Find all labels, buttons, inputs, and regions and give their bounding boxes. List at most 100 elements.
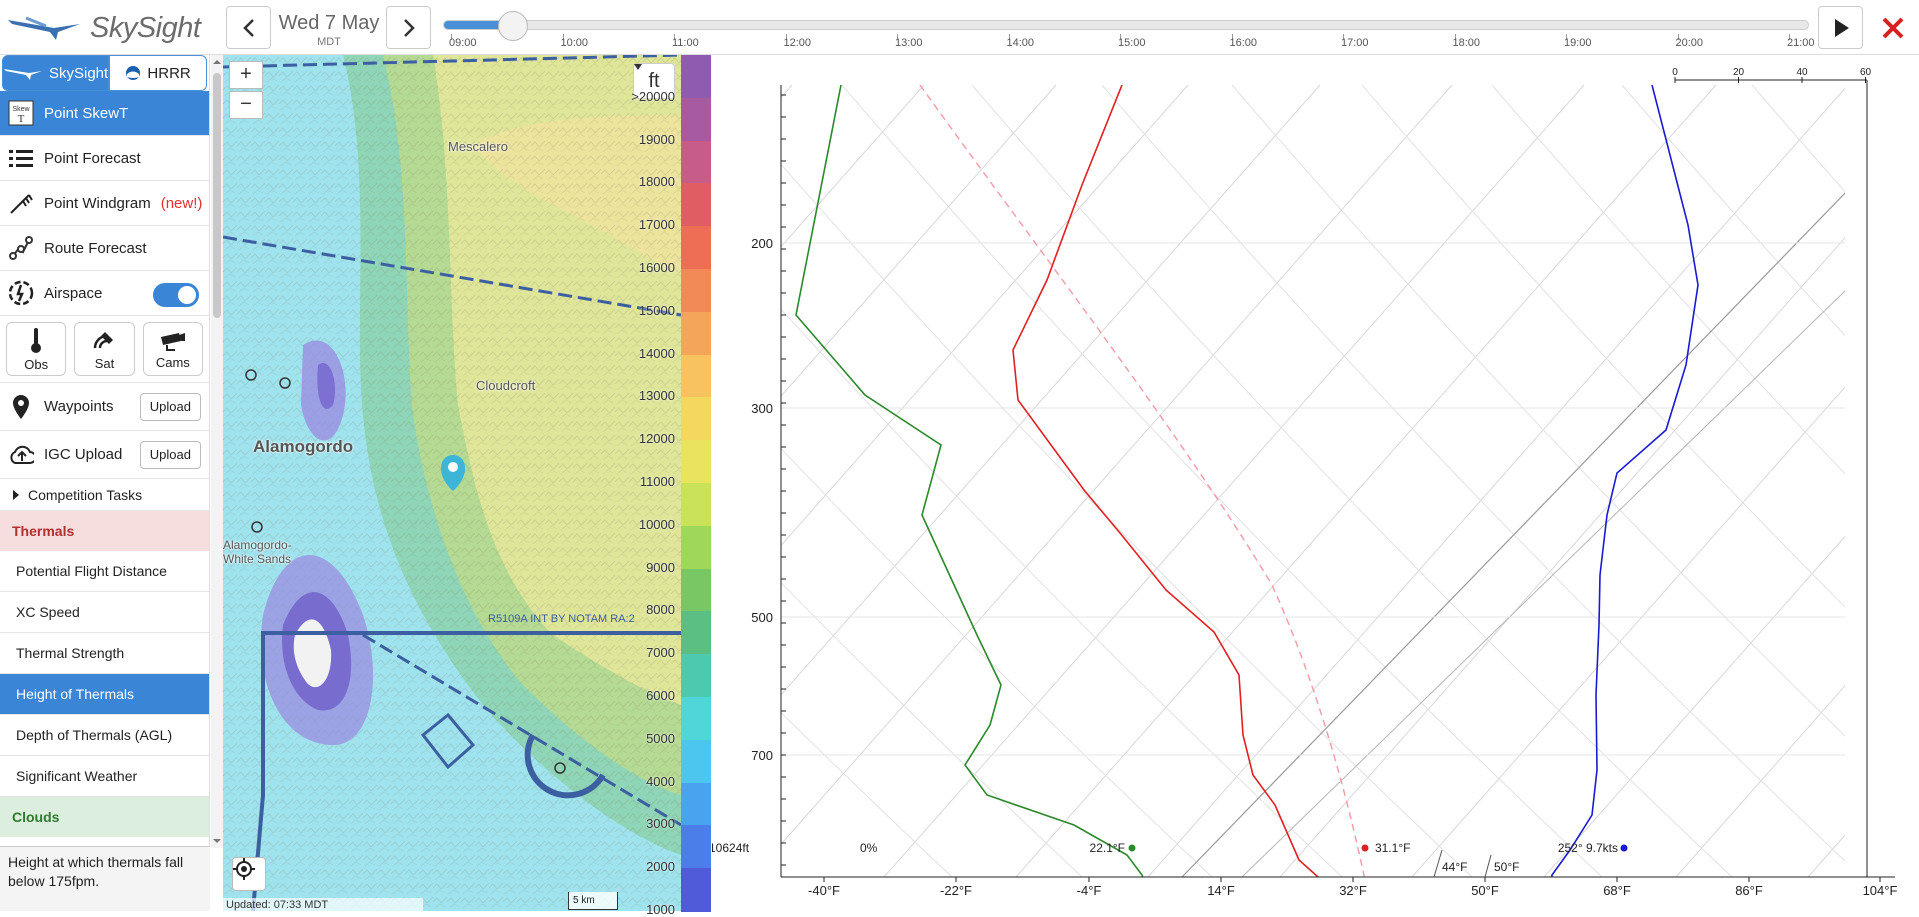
airspace-boundary: [524, 733, 606, 799]
legend-swatch: [681, 654, 711, 698]
legend-label: 2000: [646, 859, 675, 875]
wind-scale-label: 40: [1796, 67, 1808, 78]
wind-barb: [1858, 632, 1862, 640]
adiabat-line: [1101, 85, 1845, 862]
wind-barb: [1858, 787, 1862, 795]
section-clouds[interactable]: Clouds: [0, 797, 209, 837]
sidebar-scrollbar[interactable]: [211, 55, 223, 848]
airspace-boundary: [223, 235, 681, 317]
cloud-upload-icon: [8, 442, 34, 468]
time-tick-label[interactable]: 21:00: [1787, 37, 1815, 49]
layer-item[interactable]: Thermal Strength: [0, 633, 209, 674]
place-label: Alamogordo-: [223, 538, 292, 552]
wind-barb: [1863, 753, 1867, 760]
app-logo[interactable]: SkySight: [6, 6, 221, 50]
airport-marker[interactable]: [279, 377, 291, 389]
cams-button[interactable]: Cams: [142, 322, 203, 376]
units-label: ft: [648, 69, 660, 92]
time-tick-label[interactable]: 13:00: [895, 37, 923, 49]
prev-day-button[interactable]: [226, 6, 271, 49]
zoom-out-button[interactable]: −: [229, 91, 263, 119]
time-tick-label[interactable]: 09:00: [449, 37, 477, 49]
wind-scale-label: 60: [1860, 67, 1872, 78]
sidebar-item-airspace[interactable]: Airspace: [0, 271, 209, 316]
skewt-chart[interactable]: -40°F -22°F -4°F 14°F 32°F 50°F 68°F 86°F 104°F 2…: [709, 55, 1919, 911]
time-slider-track[interactable]: [443, 20, 1809, 30]
airport-marker[interactable]: [251, 521, 263, 533]
map-layers: [223, 55, 681, 911]
t2-label: 50°F: [1494, 860, 1519, 874]
time-tick-label[interactable]: 20:00: [1675, 37, 1704, 49]
model-skysight-button[interactable]: SkySight: [2, 55, 110, 91]
time-slider-handle[interactable]: [498, 11, 529, 41]
legend-swatch: [681, 483, 711, 527]
sidebar-item-waypoints[interactable]: Waypoints Upload: [0, 383, 209, 431]
time-tick-label[interactable]: 16:00: [1229, 37, 1258, 49]
time-tick-label[interactable]: 14:00: [1006, 37, 1035, 49]
airspace-toggle[interactable]: [153, 283, 199, 307]
isotherm-line: [1807, 834, 1845, 877]
cams-label: Cams: [155, 354, 190, 370]
section-thermals[interactable]: Thermals: [0, 511, 209, 551]
glider-icon: [8, 16, 80, 40]
wind-barb: [1863, 820, 1867, 827]
layer-item[interactable]: Depth of Thermals (AGL): [0, 715, 209, 756]
locate-button[interactable]: [232, 857, 266, 891]
time-ticks: 09:00 10:00 11:00 12:00 13:00 14:00 15:00 16:00…: [443, 34, 1815, 54]
freezing-line: [1181, 192, 1845, 877]
scrollbar-thumb[interactable]: [213, 73, 221, 318]
map[interactable]: + − ft Mescalero Cloudcroft Alamogordo A…: [223, 55, 681, 911]
time-slider[interactable]: 09:00 10:00 11:00 12:00 13:00 14:00 15:00 16:00…: [443, 11, 1815, 54]
x-tick-label: -40°F: [808, 883, 840, 898]
units-button[interactable]: ft: [633, 63, 675, 99]
layer-item[interactable]: XC Speed: [0, 592, 209, 633]
time-tick-label[interactable]: 12:00: [783, 37, 812, 49]
time-tick-label[interactable]: 17:00: [1341, 37, 1369, 49]
time-tick-label[interactable]: 18:00: [1452, 37, 1481, 49]
airport-marker[interactable]: [554, 762, 566, 774]
adiabat-line: [781, 308, 1343, 877]
next-day-button[interactable]: [386, 6, 431, 49]
sat-label: Sat: [94, 355, 115, 371]
place-label: Mescalero: [448, 139, 508, 154]
waypoints-upload-button[interactable]: Upload: [139, 393, 201, 421]
model-hrrr-button[interactable]: HRRR: [109, 55, 207, 91]
isotherm-line: [1675, 685, 1845, 877]
map-pin-icon[interactable]: [440, 455, 466, 491]
isotherm-line: [1411, 386, 1845, 877]
wind-barb: [1858, 879, 1862, 887]
sidebar-item-route-forecast[interactable]: Route Forecast: [0, 226, 209, 271]
adiabat-line: [841, 85, 1603, 877]
close-button[interactable]: [1870, 6, 1915, 49]
place-label: White Sands: [223, 552, 292, 566]
play-button[interactable]: [1818, 6, 1863, 49]
adiabat-line: [1491, 85, 1845, 475]
layer-item[interactable]: Significant Weather: [0, 756, 209, 797]
time-tick-label[interactable]: 19:00: [1564, 37, 1592, 49]
sidebar-item-point-windgram[interactable]: Point Windgram (new!): [0, 181, 209, 226]
airport-marker[interactable]: [245, 369, 257, 381]
layer-item[interactable]: Potential Flight Distance: [0, 551, 209, 592]
isotherm-line: [1543, 535, 1845, 877]
brand-name: SkySight: [90, 11, 201, 44]
zoom-in-button[interactable]: +: [229, 61, 263, 89]
new-badge: (new!): [160, 194, 203, 212]
airspace-boundary: [362, 633, 681, 827]
surface-marker-line: [1433, 849, 1443, 878]
igc-upload-button[interactable]: Upload: [139, 441, 201, 469]
sat-button[interactable]: Sat: [74, 322, 135, 376]
sidebar-item-point-forecast[interactable]: Point Forecast: [0, 136, 209, 181]
layer-item-selected[interactable]: Height of Thermals: [0, 674, 209, 715]
time-tick: [1454, 34, 1456, 40]
sidebar-item-igc-upload[interactable]: IGC Upload Upload: [0, 431, 209, 479]
time-tick-label[interactable]: 15:00: [1118, 37, 1146, 49]
time-tick: [1008, 34, 1010, 40]
isotherm-line: [781, 85, 1453, 845]
sidebar-item-point-skewt[interactable]: Skew T Point SkewT: [0, 91, 209, 136]
wind-barb: [1863, 521, 1867, 528]
competition-tasks-toggle[interactable]: Competition Tasks: [0, 479, 209, 511]
time-tick-label[interactable]: 11:00: [672, 37, 699, 49]
legend-label: 10000: [638, 516, 675, 532]
obs-button[interactable]: Obs: [6, 322, 67, 376]
time-tick-label[interactable]: 10:00: [560, 37, 589, 49]
